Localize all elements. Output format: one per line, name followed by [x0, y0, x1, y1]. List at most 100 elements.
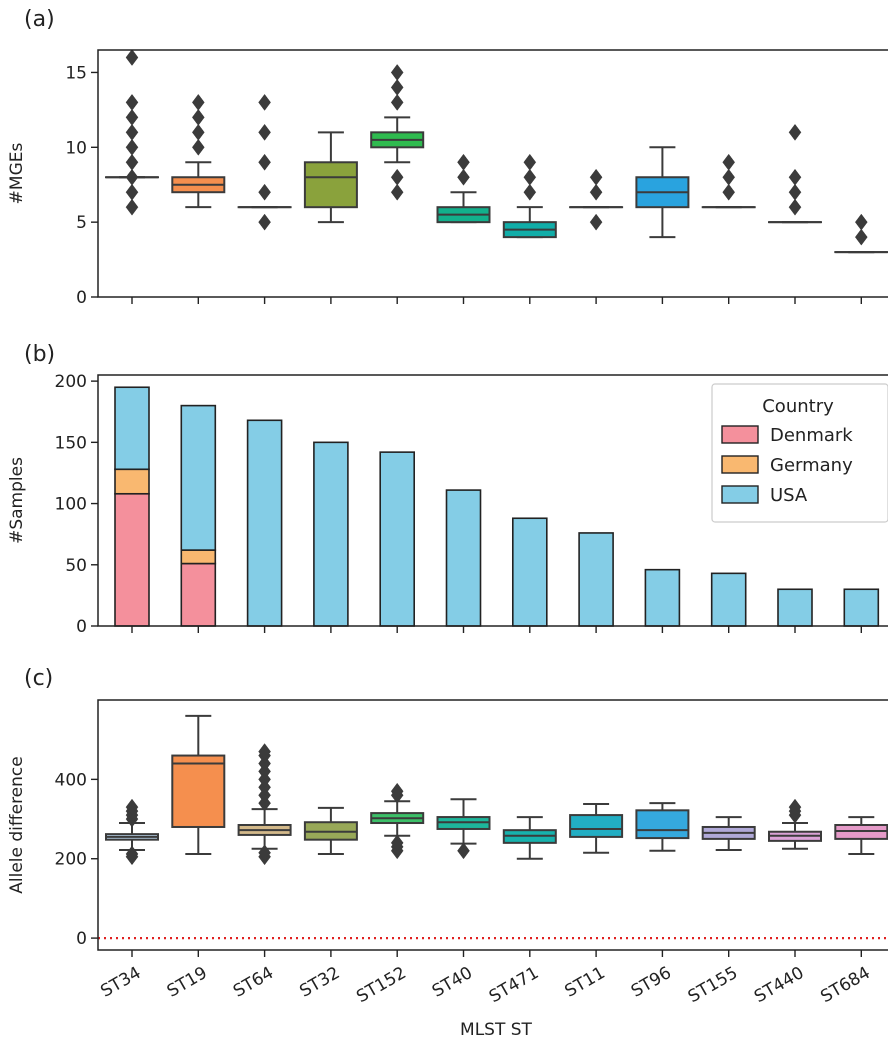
y-tick-label: 150 [55, 433, 87, 453]
outlier-point [390, 168, 404, 186]
outlier-point [788, 798, 802, 816]
box-ST40 [436, 798, 491, 860]
outlier-point [125, 108, 139, 126]
bar-USA-ST40 [445, 489, 482, 627]
plot-frame [97, 49, 888, 298]
box-ST96 [635, 146, 690, 239]
panel-c-ylabel: Allele difference [7, 756, 27, 893]
box-body [569, 814, 624, 838]
panel-a-ylabel: #MGEs [7, 143, 27, 205]
outlier-point [191, 123, 205, 141]
outlier-point [390, 64, 404, 81]
legend-items: Denmark Germany USA [721, 425, 853, 506]
outlier-point [191, 108, 205, 126]
outlier-point [854, 213, 868, 231]
x-tick-label: ST440 [751, 963, 807, 1007]
outlier-point [125, 153, 139, 171]
outlier-point [125, 198, 139, 216]
outlier-point [788, 168, 802, 186]
outlier-point [722, 183, 736, 201]
bar-USA-ST64 [246, 419, 283, 627]
outlier-point [457, 153, 470, 171]
y-tick-label: 0 [76, 288, 87, 308]
bar-USA-ST32 [313, 441, 349, 627]
y-tick-label: 0 [76, 929, 87, 949]
bar-USA-ST11 [578, 532, 614, 627]
outlier-point [788, 123, 802, 141]
box-ST32 [303, 806, 358, 855]
box-ST152 [370, 64, 425, 201]
outlier-point [523, 153, 537, 171]
panel-b: 0 50 100 150 200 #Samples Country Denmark Ger… [7, 372, 888, 637]
box-body [171, 754, 226, 828]
box-ST96 [635, 802, 690, 852]
panel-b-axes: 0 50 100 150 200 [55, 372, 888, 637]
bar-USA-ST19 [180, 404, 217, 551]
y-tick-label: 10 [65, 138, 87, 158]
bar-Germany-ST19 [180, 549, 217, 565]
outlier-point [589, 213, 603, 231]
outlier-point [258, 743, 271, 761]
box-ST155 [701, 816, 756, 851]
bar-Denmark-ST19 [180, 562, 217, 627]
panel-label-c: (c) [24, 666, 53, 691]
outlier-point [722, 168, 736, 186]
bar-USA-ST152 [379, 451, 416, 627]
box-ST40 [436, 153, 491, 224]
outlier-point [125, 123, 139, 141]
x-tick-label: ST19 [164, 963, 211, 1002]
box-ST684 [834, 213, 888, 254]
box-ST152 [370, 782, 425, 860]
panel-c-axes: 0 200 400 [55, 699, 888, 957]
legend-title: Country [762, 396, 834, 417]
box-ST11 [569, 802, 624, 854]
plot-frame [97, 699, 888, 951]
bar-USA-ST34 [114, 386, 150, 471]
outlier-point [788, 183, 802, 201]
box-ST155 [701, 153, 756, 209]
outlier-point [390, 93, 404, 111]
y-tick-label: 5 [76, 213, 87, 233]
outlier-point [854, 228, 868, 246]
panel-a: 0 5 10 15 #MGEs [7, 49, 888, 308]
bar-Denmark-ST34 [114, 492, 150, 627]
bar-USA-ST471 [511, 517, 548, 627]
panel-a-marks [105, 49, 888, 254]
bar-Germany-ST34 [114, 468, 150, 495]
outlier-point [523, 168, 537, 186]
box-ST684 [834, 816, 888, 855]
outlier-point [125, 93, 139, 111]
outlier-point [191, 93, 205, 111]
x-axis-title: MLST ST [460, 1020, 533, 1040]
bar-USA-ST96 [644, 568, 681, 627]
box-ST19 [171, 93, 226, 209]
box-ST64 [237, 93, 292, 231]
legend-swatch-Germany [721, 455, 759, 474]
legend-label-Denmark: Denmark [770, 425, 853, 446]
box-ST471 [502, 816, 557, 860]
outlier-point [258, 153, 271, 171]
outlier-point [589, 168, 603, 186]
box-ST32 [303, 131, 358, 224]
y-tick-label: 100 [55, 495, 87, 515]
panel-label-a: (a) [24, 7, 55, 32]
panel-label-b: (b) [24, 342, 55, 367]
outlier-point [191, 138, 205, 156]
x-tick-label: ST32 [296, 963, 343, 1002]
outlier-point [258, 213, 271, 231]
outlier-point [125, 49, 139, 66]
bar-USA-ST155 [710, 572, 747, 627]
panel-b-marks [114, 386, 880, 627]
box-ST34 [105, 49, 159, 216]
box-body [635, 809, 690, 840]
box-ST440 [768, 123, 822, 224]
outlier-point [523, 183, 537, 201]
y-tick-label: 200 [55, 850, 87, 870]
y-tick-label: 50 [65, 556, 87, 576]
outlier-point [125, 138, 139, 156]
x-tick-label: ST471 [486, 963, 542, 1007]
box-ST19 [171, 714, 226, 855]
legend-label-USA: USA [770, 485, 808, 506]
plot-frame [97, 374, 888, 627]
